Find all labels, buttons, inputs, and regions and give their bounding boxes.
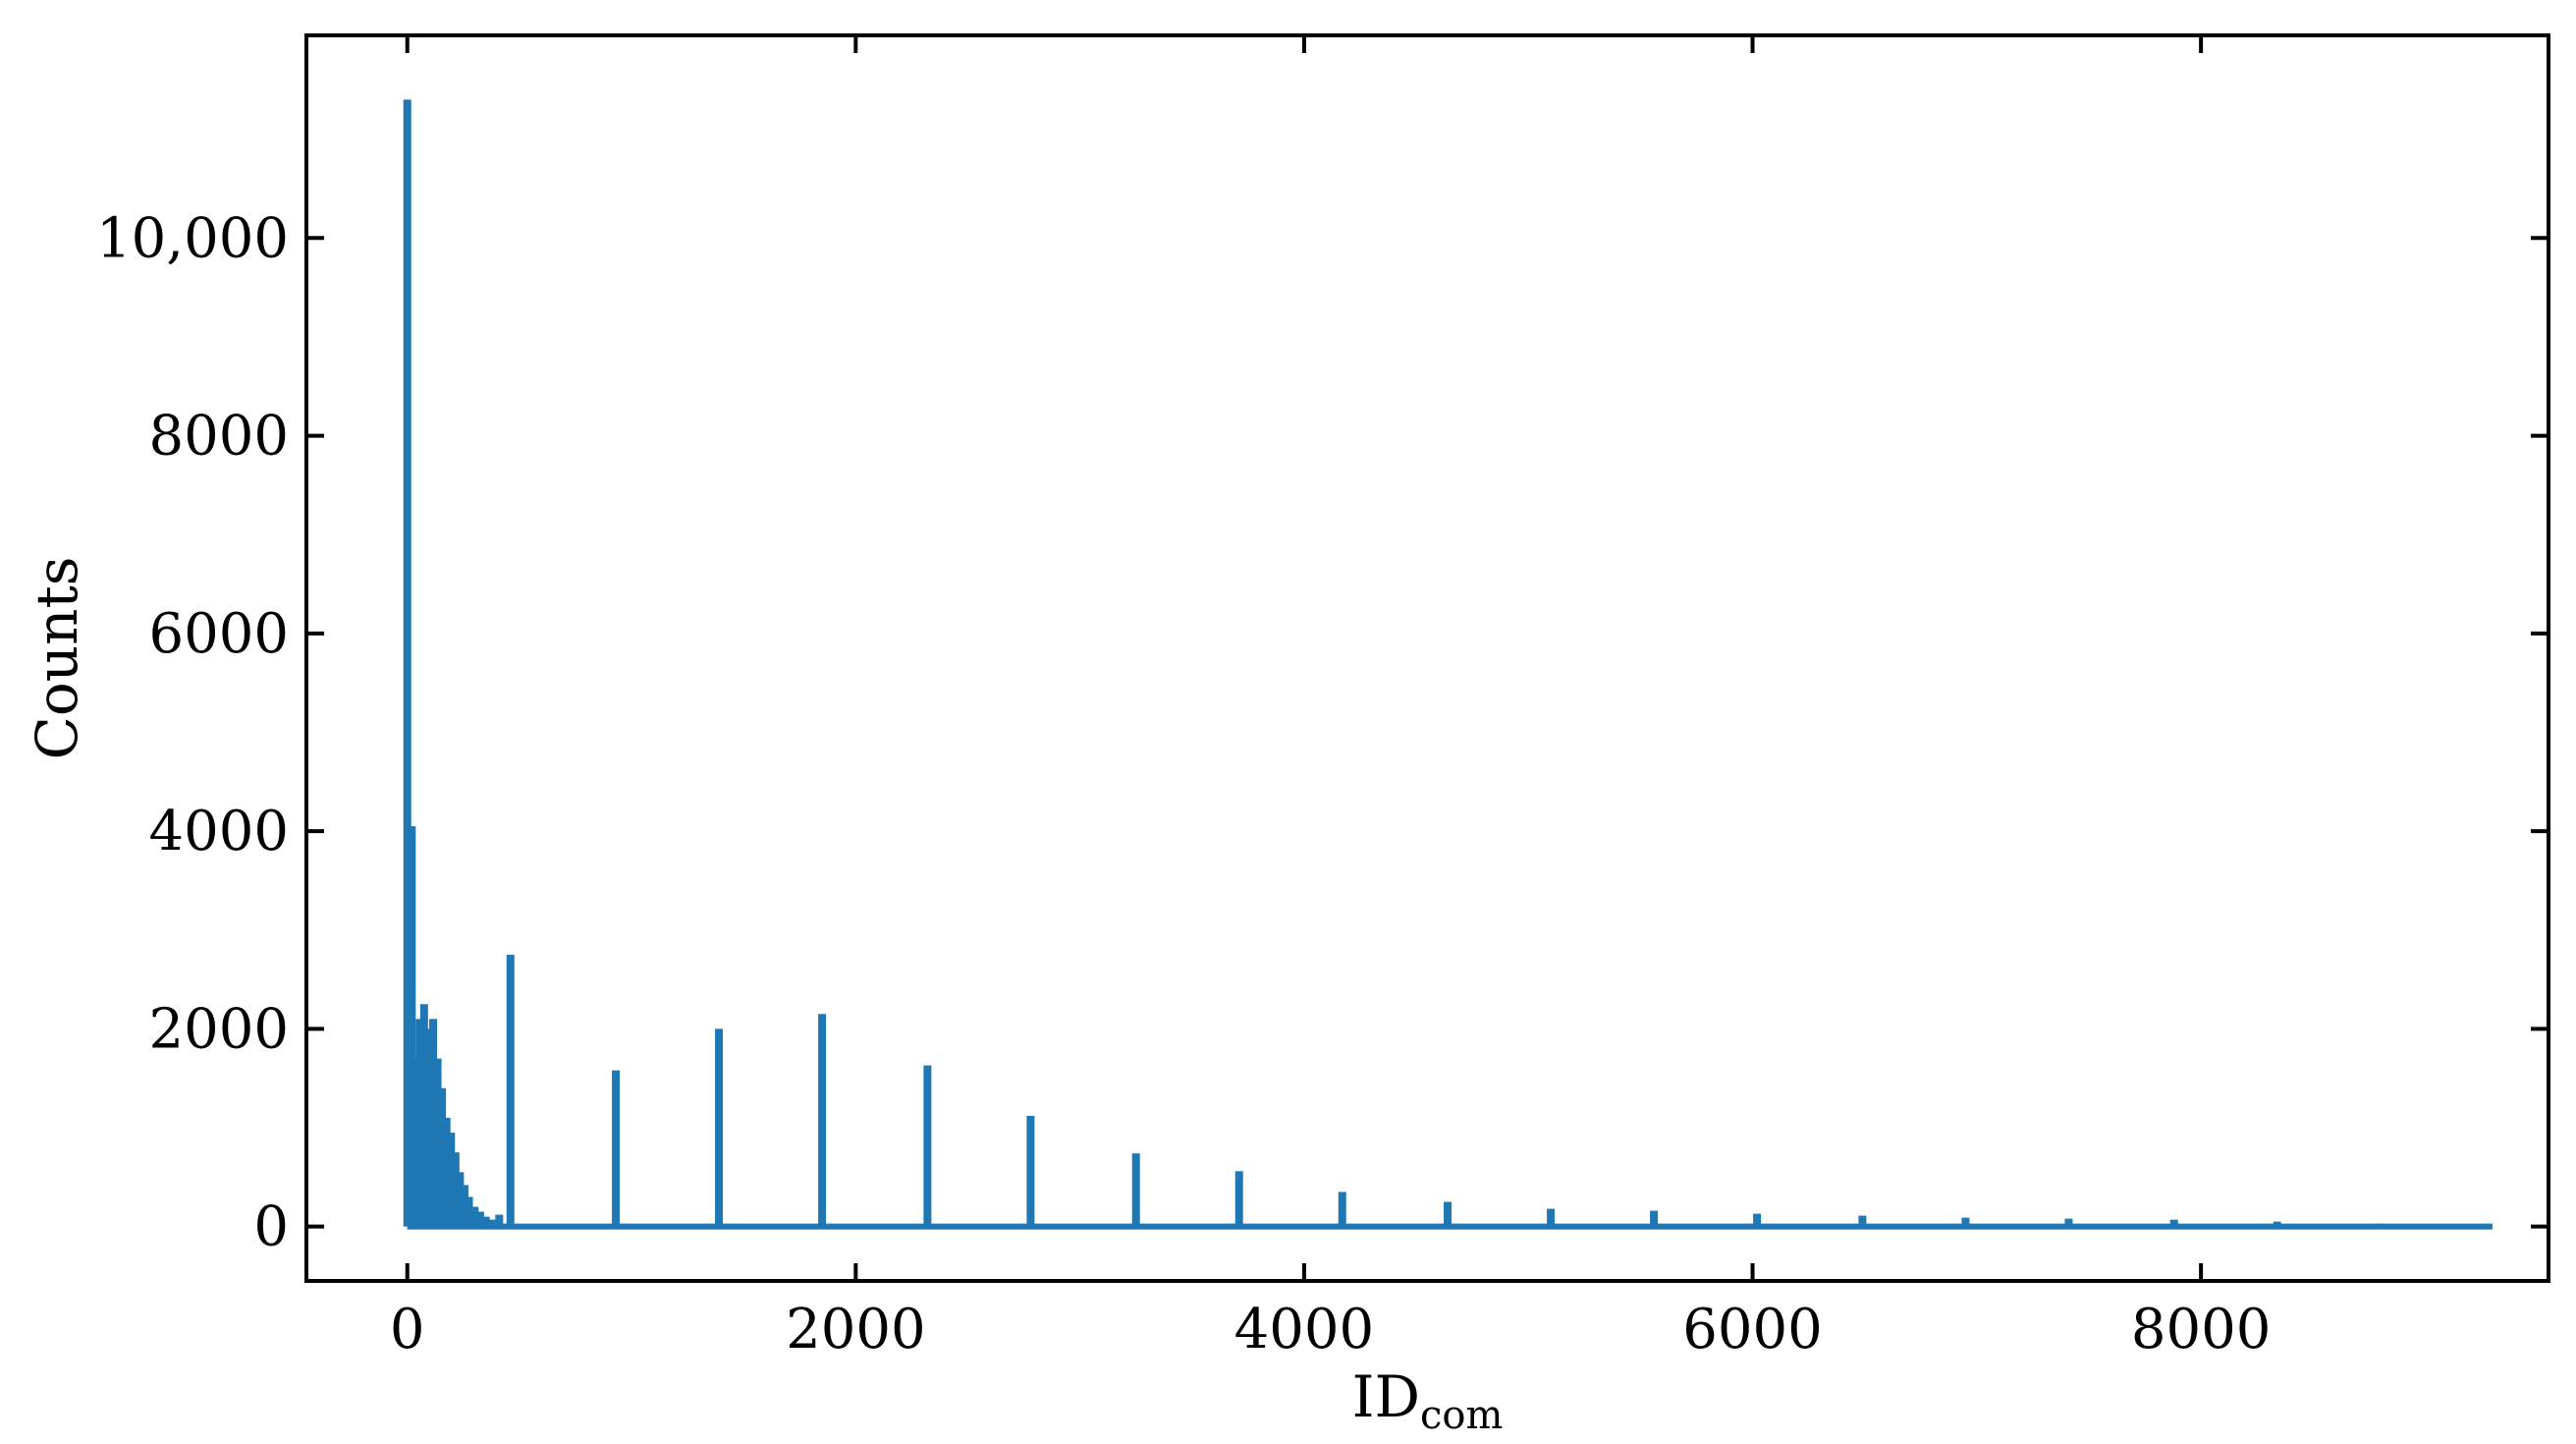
bar [442, 1117, 451, 1227]
bar [488, 1219, 497, 1227]
bar [2273, 1221, 2281, 1227]
plot-area-frame [304, 33, 2550, 1283]
bar [428, 1019, 437, 1227]
y-tick-label: 8000 [148, 405, 289, 469]
bar [438, 1087, 447, 1227]
bar [1131, 1153, 1140, 1227]
y-tick-label: 4000 [148, 800, 289, 863]
bar [506, 954, 515, 1227]
data-marks [403, 99, 2493, 1230]
bar [456, 1172, 465, 1227]
bar [481, 1216, 490, 1227]
bar [1338, 1192, 1346, 1227]
y-axis-title: Counts [24, 556, 90, 759]
x-tick-label: 0 [390, 1298, 425, 1361]
bar [408, 826, 416, 1227]
y-tick-label: 10,000 [96, 206, 289, 270]
x-tick-label: 4000 [1234, 1298, 1375, 1361]
bar [470, 1206, 479, 1227]
bar [1961, 1217, 1970, 1227]
bar [411, 1058, 419, 1227]
x-tick-label: 2000 [786, 1298, 926, 1361]
y-tick-label: 0 [253, 1195, 289, 1259]
bar [460, 1185, 468, 1227]
bar [1753, 1213, 1762, 1227]
bar [433, 1058, 442, 1227]
x-axis: 0 2000 4000 6000 8000 [390, 35, 2271, 1361]
x-axis-title-subscript: com [1420, 1393, 1503, 1438]
bar [403, 99, 411, 1227]
bar [923, 1065, 932, 1227]
bar [447, 1133, 456, 1227]
bar [475, 1211, 484, 1227]
bar [612, 1070, 621, 1227]
bar [1444, 1201, 1452, 1227]
x-tick-label: 6000 [1682, 1298, 1823, 1361]
bar [1234, 1171, 1243, 1227]
bar [451, 1152, 460, 1227]
y-tick-label: 6000 [148, 602, 289, 666]
bar [2376, 1223, 2384, 1227]
bar [415, 1019, 424, 1227]
bar [419, 1004, 428, 1227]
x-tick-label: 8000 [2131, 1298, 2272, 1361]
x-axis-title: IDcom [1352, 1363, 1504, 1438]
bar [1547, 1208, 1556, 1227]
y-axis: 0 2000 4000 6000 8000 10,000 [96, 206, 2549, 1259]
bar [715, 1028, 724, 1227]
bar [1858, 1215, 1867, 1227]
bar [2169, 1219, 2178, 1227]
bar [818, 1014, 827, 1227]
bar [2064, 1218, 2073, 1227]
bar [424, 1028, 433, 1227]
bar [495, 1214, 504, 1227]
x-axis-title-main: ID [1352, 1363, 1420, 1430]
bar [1026, 1115, 1035, 1227]
bar [465, 1196, 473, 1227]
y-tick-label: 2000 [148, 997, 289, 1061]
bar [1650, 1210, 1659, 1227]
